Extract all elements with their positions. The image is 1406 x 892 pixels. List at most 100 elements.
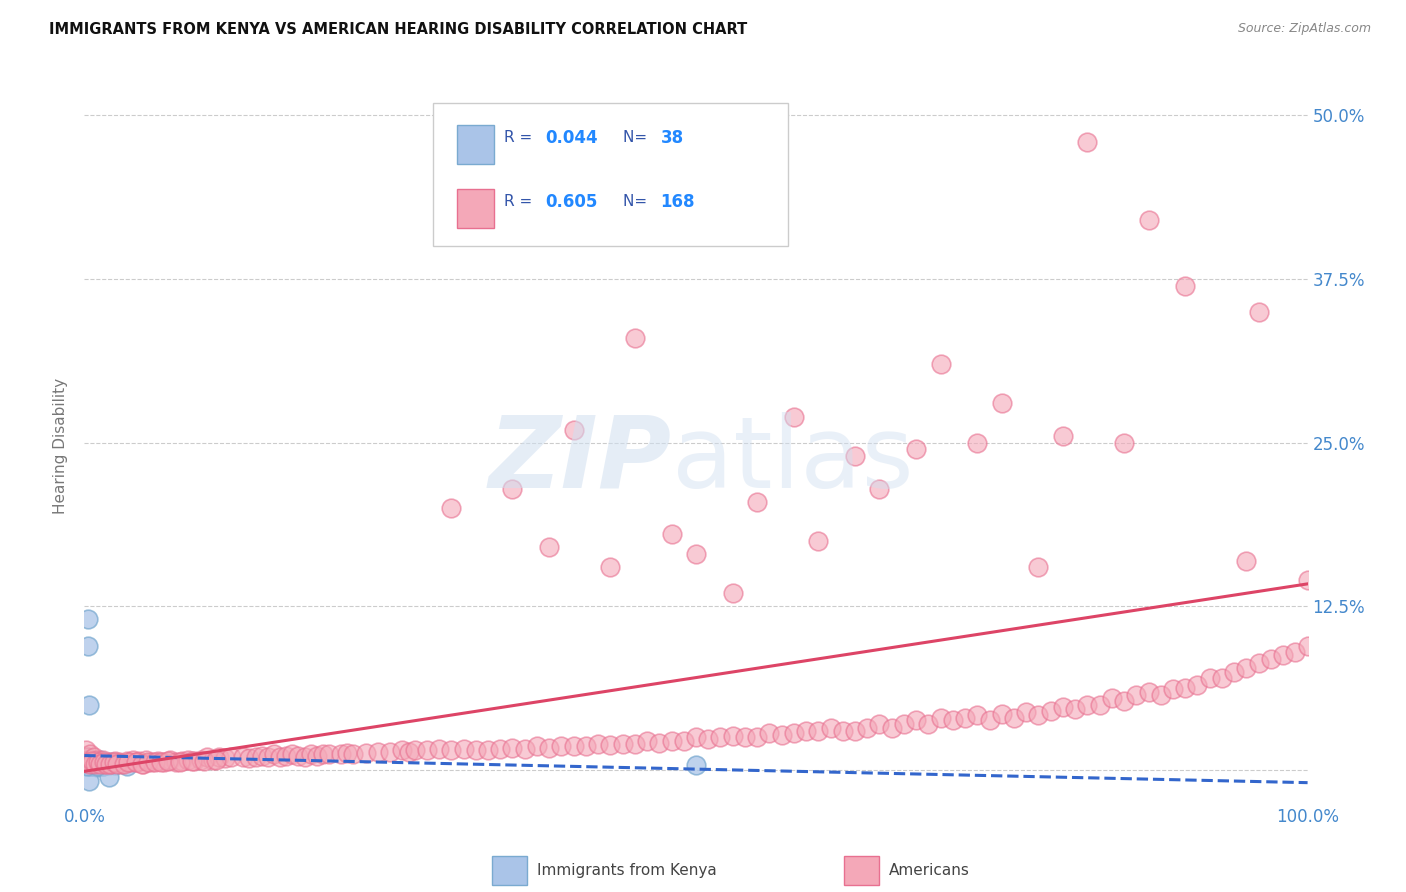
Point [1114,435,1136,450]
Point [917,717,939,731]
Point [76,750,98,764]
Point [1236,661,1258,675]
Point [79,753,101,767]
Point [685,731,707,745]
Bar [457,189,494,228]
Point [87,755,110,769]
Point [104,757,127,772]
Point [624,331,647,345]
Point [770,728,793,742]
Point [844,449,866,463]
Point [1076,698,1098,712]
Point [146,754,169,768]
Point [991,396,1014,410]
Bar [457,125,494,164]
Point [1028,708,1050,723]
Point [263,747,285,762]
Point [1247,305,1270,319]
Point [575,739,598,754]
Y-axis label: Hearing Disability: Hearing Disability [53,378,69,514]
Point [77,773,100,788]
Point [758,726,780,740]
Point [77,755,100,769]
Point [562,423,585,437]
Point [125,755,148,769]
Point [76,750,98,764]
Point [83,756,105,771]
Point [538,541,561,555]
Point [190,753,212,767]
Point [250,748,273,763]
Point [869,717,891,731]
Point [110,756,132,771]
Point [76,755,98,769]
Point [87,755,110,769]
Point [87,757,110,772]
Point [86,757,108,772]
Text: 168: 168 [661,193,695,211]
Point [636,734,658,748]
Point [205,753,228,767]
Point [1284,645,1306,659]
Point [648,735,671,749]
Point [125,755,148,769]
Text: R =: R = [503,130,537,145]
Point [97,757,120,772]
Point [831,723,853,738]
Point [84,756,107,771]
Point [115,759,138,773]
Point [82,756,104,771]
Point [86,753,108,767]
Point [979,714,1001,728]
FancyBboxPatch shape [433,103,787,246]
Point [1125,689,1147,703]
Point [287,748,309,763]
Point [502,482,524,496]
Point [1150,689,1173,703]
Point [538,740,561,755]
Point [905,442,928,457]
Point [131,756,153,771]
Point [624,737,647,751]
Point [159,753,181,767]
Point [869,482,891,496]
Point [1052,429,1074,443]
Point [599,560,621,574]
Point [103,755,125,769]
Point [661,734,683,748]
Point [120,755,142,769]
Point [330,747,353,762]
Point [599,738,621,752]
Point [281,747,304,762]
Text: R =: R = [503,194,537,210]
Point [214,751,236,765]
Text: Americans: Americans [889,863,970,878]
Point [336,746,359,760]
Point [953,711,976,725]
Point [1236,553,1258,567]
Point [181,754,204,768]
Point [1052,700,1074,714]
Text: atlas: atlas [672,412,912,508]
Point [94,756,117,771]
Point [77,753,100,767]
Point [79,759,101,773]
Point [747,494,769,508]
Point [96,756,118,771]
Point [416,743,439,757]
Point [661,527,683,541]
Point [115,754,138,768]
Point [807,723,830,738]
Point [97,770,120,784]
Point [1174,681,1197,695]
Point [238,751,260,765]
Point [80,759,103,773]
Text: Immigrants from Kenya: Immigrants from Kenya [537,863,717,878]
Text: ZIP: ZIP [488,412,672,508]
Point [942,714,965,728]
Point [91,759,114,773]
Point [1002,711,1025,725]
Point [721,586,744,600]
Point [489,742,512,756]
Point [245,750,267,764]
